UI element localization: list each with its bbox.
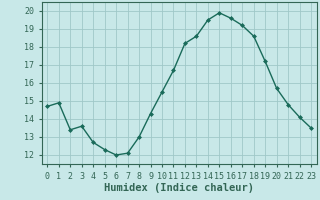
X-axis label: Humidex (Indice chaleur): Humidex (Indice chaleur)	[104, 183, 254, 193]
